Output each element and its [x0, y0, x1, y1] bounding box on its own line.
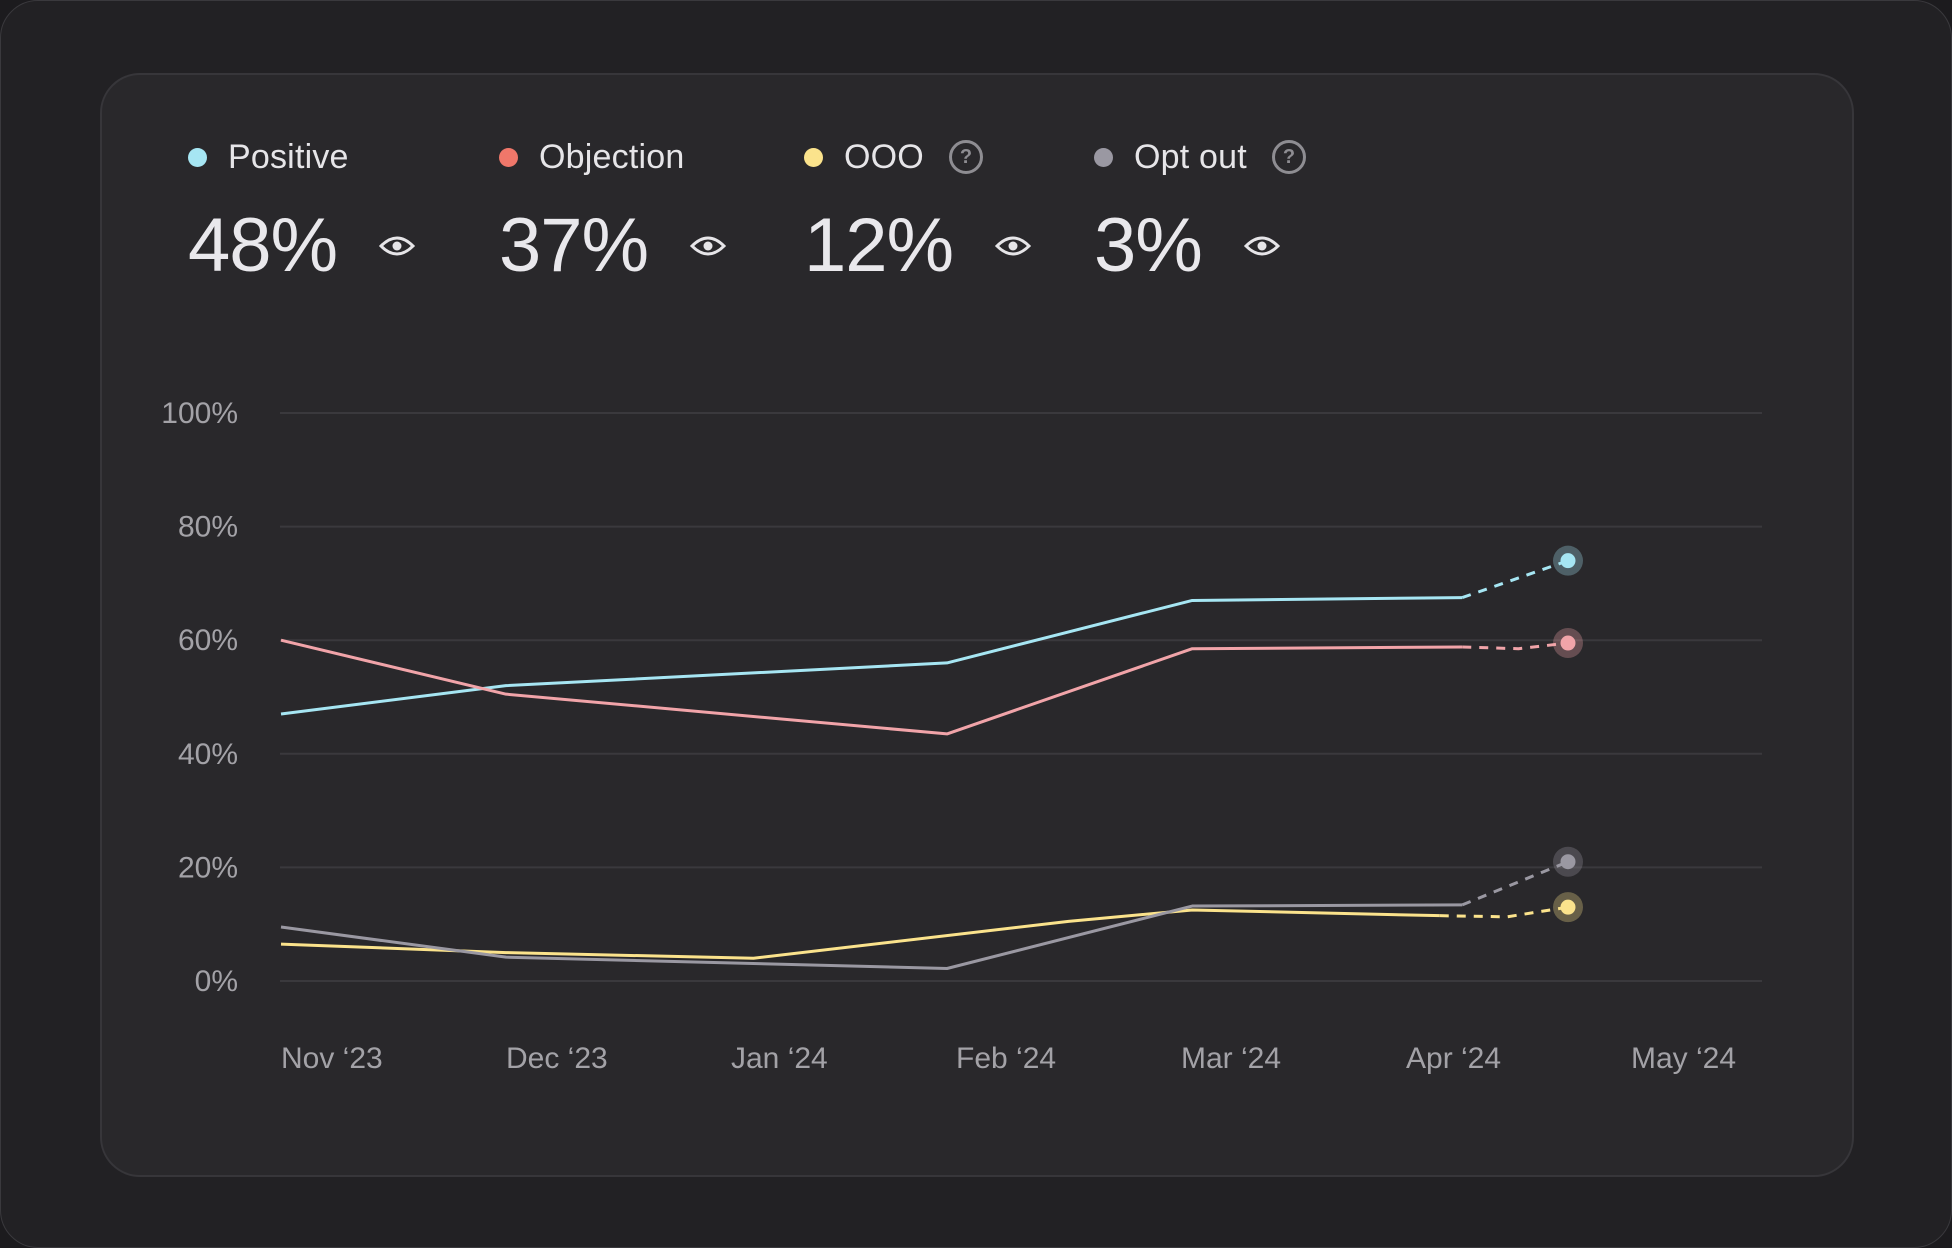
y-tick-label: 40% — [178, 738, 238, 771]
stat-ooo: OOO ? 12% — [804, 133, 1032, 288]
x-tick-label: Feb ‘24 — [956, 1042, 1056, 1075]
series-forecast-ooo — [1439, 905, 1569, 919]
chart-card — [100, 73, 1854, 1177]
ooo-label: OOO — [844, 137, 924, 176]
series-forecast-opt-out — [1461, 860, 1569, 907]
eye-icon[interactable] — [690, 234, 727, 258]
series-endpoint-objection[interactable] — [1560, 635, 1576, 651]
x-tick-label: Jan ‘24 — [731, 1042, 828, 1075]
stat-opt-out: Opt out ? 3% — [1094, 133, 1306, 287]
x-tick-label: Mar ‘24 — [1181, 1042, 1281, 1075]
series-line-positive — [280, 596, 1463, 716]
opt-out-dot — [1094, 147, 1113, 167]
legend-ooo[interactable]: OOO ? — [804, 133, 1031, 181]
objection-value: 37% — [499, 203, 649, 288]
help-circle-icon[interactable]: ? — [948, 140, 983, 174]
x-tick-label: May ‘24 — [1631, 1042, 1736, 1075]
series-forecast-positive — [1461, 559, 1569, 600]
stat-objection: Objection 37% — [499, 133, 727, 288]
series-endpoint-ooo[interactable] — [1560, 899, 1576, 915]
eye-icon[interactable] — [995, 234, 1032, 258]
x-tick-label: Dec ‘23 — [506, 1042, 608, 1075]
y-tick-label: 60% — [178, 624, 238, 657]
legend-opt-out[interactable]: Opt out ? — [1094, 133, 1306, 181]
series-line-opt-out — [280, 903, 1463, 971]
series-line-objection — [280, 638, 1463, 736]
eye-icon[interactable] — [379, 234, 416, 258]
objection-label: Objection — [539, 137, 685, 176]
y-tick-label: 80% — [178, 511, 238, 544]
x-tick-label: Apr ‘24 — [1406, 1042, 1501, 1075]
x-tick-label: Nov ‘23 — [281, 1042, 383, 1075]
positive-label: Positive — [228, 137, 349, 176]
positive-value: 48% — [188, 203, 338, 288]
eye-icon[interactable] — [1243, 234, 1280, 258]
objection-dot — [499, 147, 518, 167]
legend-positive[interactable]: Positive — [188, 133, 415, 181]
ooo-dot — [804, 147, 823, 167]
y-tick-label: 0% — [195, 965, 238, 998]
opt-out-label: Opt out — [1134, 137, 1247, 176]
y-tick-label: 20% — [178, 851, 238, 884]
series-endpoint-opt-out[interactable] — [1560, 854, 1576, 870]
series-forecast-objection — [1462, 641, 1569, 651]
y-tick-label: 100% — [161, 397, 238, 430]
help-circle-icon[interactable]: ? — [1271, 140, 1306, 174]
ooo-value: 12% — [804, 203, 954, 288]
opt-out-value: 3% — [1094, 203, 1203, 288]
series-endpoint-positive[interactable] — [1560, 553, 1576, 569]
positive-dot — [188, 147, 207, 167]
legend-objection[interactable]: Objection — [499, 133, 726, 181]
stat-positive: Positive 48% — [188, 133, 416, 288]
